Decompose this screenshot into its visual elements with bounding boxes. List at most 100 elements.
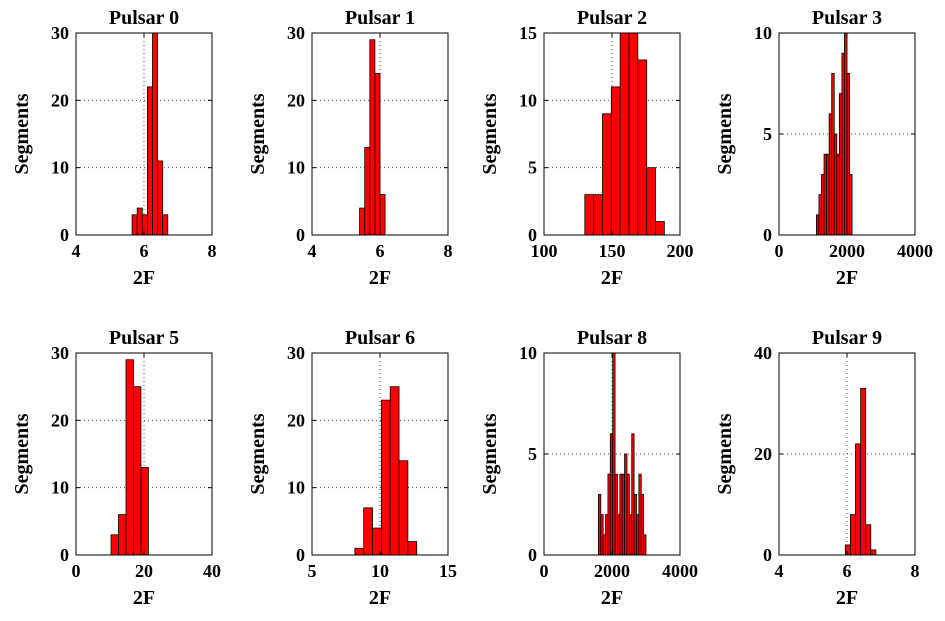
- y-tick-label: 0: [60, 225, 69, 245]
- histogram-bar: [637, 59, 648, 236]
- histogram-bar: [374, 73, 381, 236]
- x-axis-label: 2F: [836, 267, 858, 289]
- histogram-bar: [655, 221, 665, 236]
- histogram-bar: [146, 86, 153, 236]
- histogram-bar: [157, 160, 164, 236]
- x-tick-label: 4: [308, 241, 317, 261]
- y-tick-label: 10: [519, 90, 537, 110]
- y-tick-label: 20: [51, 410, 69, 430]
- y-tick-label: 10: [287, 478, 305, 498]
- y-tick-label: 5: [528, 158, 537, 178]
- panel-4: 0 20 40 0 10 20 30 Pulsar 5 2F Segments: [11, 327, 221, 609]
- x-axis-label: 2F: [133, 587, 155, 609]
- x-tick-label: 100: [531, 241, 558, 261]
- x-tick-label: 6: [140, 241, 149, 261]
- grid: [76, 33, 212, 235]
- histogram-bar: [359, 207, 366, 236]
- y-tick-label: 10: [754, 23, 772, 43]
- panel-title: Pulsar 9: [812, 327, 882, 349]
- y-axis-label: Segments: [714, 93, 736, 174]
- panel-title: Pulsar 8: [577, 327, 647, 349]
- panel-title: Pulsar 5: [109, 327, 179, 349]
- y-tick-label: 20: [754, 444, 772, 464]
- panel-title: Pulsar 6: [345, 327, 415, 349]
- histogram-bar: [865, 524, 872, 556]
- histogram-bar: [131, 214, 138, 236]
- x-tick-label: 6: [843, 561, 852, 581]
- y-tick-label: 0: [528, 225, 537, 245]
- histogram-bar: [136, 207, 143, 236]
- y-tick-label: 10: [287, 158, 305, 178]
- y-tick-label: 30: [51, 343, 69, 363]
- histogram-bar: [407, 541, 418, 556]
- y-tick-label: 5: [763, 124, 772, 144]
- x-tick-label: 4000: [897, 241, 933, 261]
- grid: [779, 353, 915, 555]
- panel-title: Pulsar 2: [577, 7, 647, 29]
- y-tick-label: 30: [287, 23, 305, 43]
- panel-0: 4 6 8 0 10 20 30 Pulsar 0 2F Segments: [11, 7, 217, 289]
- y-tick-label: 0: [763, 225, 772, 245]
- x-tick-label: 8: [208, 241, 217, 261]
- histogram-bar: [398, 460, 409, 556]
- histogram-bar: [369, 39, 376, 236]
- y-tick-label: 20: [51, 90, 69, 110]
- histogram-bar: [844, 544, 851, 556]
- y-tick-label: 0: [763, 545, 772, 565]
- panel-2: 100 150 200 0 5 10 15 Pulsar 2 2F Segments: [479, 7, 694, 289]
- histogram-bar: [133, 386, 142, 556]
- y-tick-label: 40: [754, 343, 772, 363]
- x-tick-label: 4000: [662, 561, 698, 581]
- y-tick-label: 0: [296, 225, 305, 245]
- y-axis-label: Segments: [247, 93, 269, 174]
- x-tick-label: 40: [203, 561, 221, 581]
- x-axis-label: 2F: [601, 267, 623, 289]
- histogram-bar: [379, 194, 386, 236]
- panel-title: Pulsar 3: [812, 7, 882, 29]
- x-tick-label: 4: [72, 241, 81, 261]
- y-tick-label: 15: [519, 23, 537, 43]
- y-axis-label: Segments: [479, 413, 501, 494]
- panel-5: 5 10 15 0 10 20 30 Pulsar 6 2F Segments: [247, 327, 457, 609]
- y-axis-label: Segments: [479, 93, 501, 174]
- histogram-bar: [584, 194, 595, 236]
- y-tick-label: 20: [287, 90, 305, 110]
- y-tick-label: 30: [287, 343, 305, 363]
- histogram-bar: [162, 214, 169, 236]
- panel-6: 0 2000 4000 0 5 10 Pulsar 8 2F Segments: [479, 327, 698, 609]
- y-tick-label: 10: [51, 478, 69, 498]
- panel-title: Pulsar 0: [109, 7, 179, 29]
- histogram-bar: [646, 167, 656, 236]
- x-tick-label: 0: [72, 561, 81, 581]
- x-tick-label: 8: [911, 561, 920, 581]
- x-axis-label: 2F: [133, 267, 155, 289]
- x-tick-label: 15: [439, 561, 457, 581]
- histogram-bar: [140, 467, 149, 556]
- x-tick-label: 20: [135, 561, 153, 581]
- y-axis-label: Segments: [714, 413, 736, 494]
- histogram-bar: [602, 113, 612, 236]
- histogram-bar: [849, 173, 853, 236]
- y-tick-label: 10: [519, 343, 537, 363]
- x-tick-label: 200: [667, 241, 694, 261]
- grid: [312, 353, 448, 555]
- histogram-bar: [125, 359, 134, 556]
- y-tick-label: 10: [51, 158, 69, 178]
- x-tick-label: 2000: [829, 241, 865, 261]
- y-axis-label: Segments: [11, 413, 33, 494]
- x-tick-label: 10: [371, 561, 389, 581]
- x-axis-label: 2F: [836, 587, 858, 609]
- histogram-bar: [850, 514, 856, 556]
- y-tick-label: 0: [296, 545, 305, 565]
- histogram-bar: [628, 32, 639, 236]
- panel-1: 4 6 8 0 10 20 30 Pulsar 1 2F Segments: [247, 7, 453, 289]
- panel-7: 4 6 8 0 20 40 Pulsar 9 2F Segments: [714, 327, 920, 609]
- histogram-bar: [380, 399, 391, 556]
- y-tick-label: 20: [287, 410, 305, 430]
- histogram-bar: [364, 147, 371, 236]
- x-axis-label: 2F: [369, 587, 391, 609]
- histogram-bar: [152, 32, 158, 236]
- y-tick-label: 0: [60, 545, 69, 565]
- x-tick-label: 4: [775, 561, 784, 581]
